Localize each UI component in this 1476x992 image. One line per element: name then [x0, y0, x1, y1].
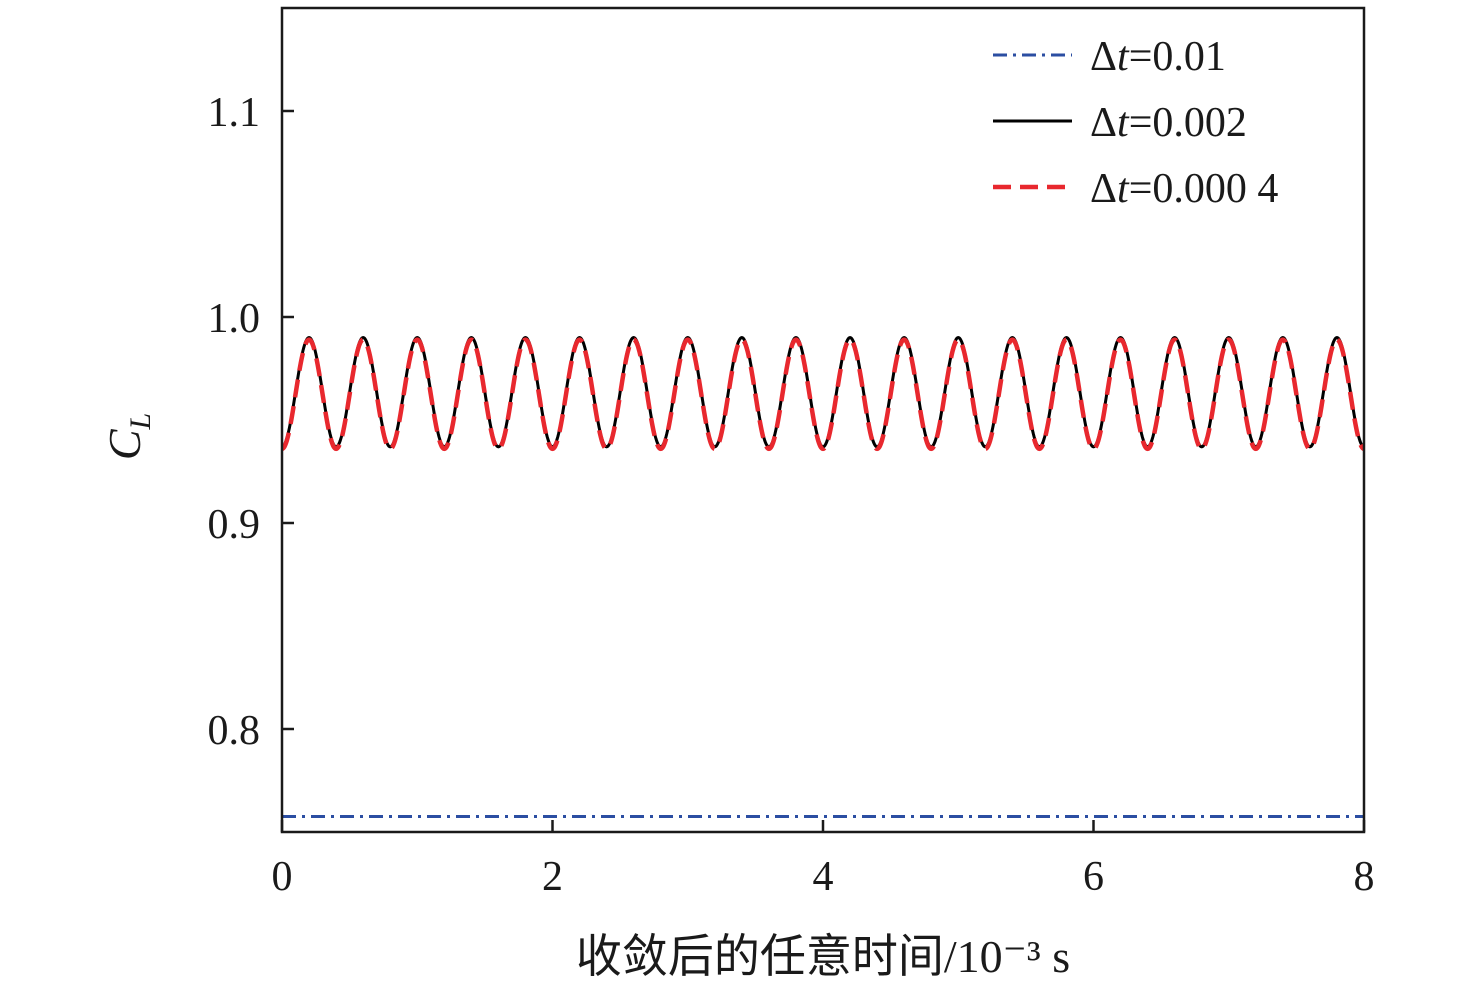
series-layer	[281, 336, 1365, 819]
legend-label-3: Δt=0.000 4	[1090, 166, 1278, 212]
y-axis-title-subscript: L	[124, 413, 157, 431]
y-tick-label: 1.1	[208, 90, 261, 136]
legend: Δt=0.01 Δt=0.002 Δt=0.000 4	[993, 34, 1278, 212]
x-tick-label: 6	[1083, 854, 1104, 900]
series-line-2	[281, 336, 1365, 449]
x-tick-label: 8	[1354, 854, 1375, 900]
y-axis-title-main: C	[99, 428, 150, 460]
x-tick-label: 0	[272, 854, 293, 900]
legend-label-1: Δt=0.01	[1090, 34, 1226, 80]
x-tick-label: 2	[542, 854, 563, 900]
y-tick-label: 0.9	[208, 502, 261, 548]
y-tick-label: 1.0	[208, 296, 261, 342]
y-tick-label: 0.8	[208, 708, 261, 754]
x-axis-title: 收敛后的任意时间/10⁻³ s	[576, 931, 1070, 982]
y-axis-title: CL	[99, 413, 157, 460]
x-tick-label: 4	[813, 854, 834, 900]
tick-layer: 0 2 4 6 8 0.8 0.9 1.0 1.1	[208, 90, 1375, 900]
series-line-3	[281, 337, 1365, 452]
legend-label-2: Δt=0.002	[1090, 100, 1247, 146]
